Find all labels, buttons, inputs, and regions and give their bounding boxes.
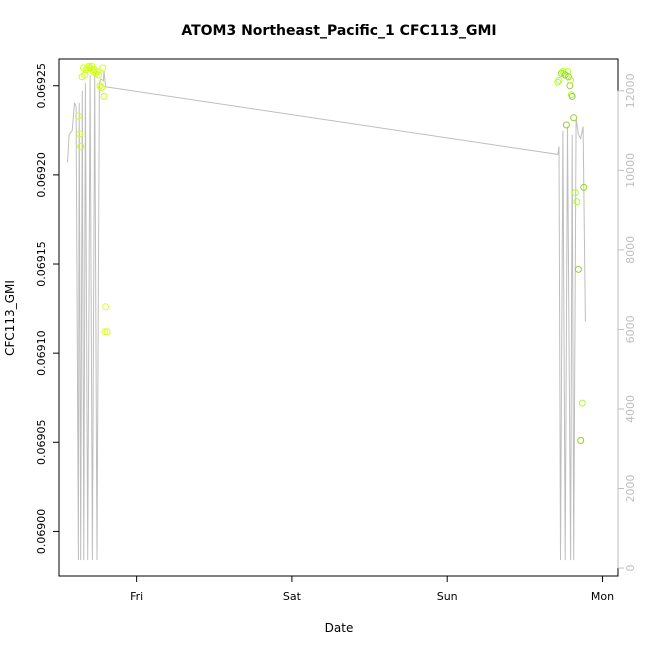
data-point — [554, 78, 562, 86]
data-point — [565, 73, 573, 81]
data-point — [580, 183, 588, 191]
altitude-line — [67, 70, 586, 561]
y-axis-left: 0.06900 0.06905 0.06910 0.06915 0.06920 0.069… — [35, 63, 60, 555]
plot-frame — [58, 58, 619, 577]
y2-tick-label: 0 — [624, 565, 637, 572]
data-point — [559, 68, 567, 75]
y2-tick-label: 12000 — [624, 73, 637, 108]
data-point — [555, 76, 563, 84]
data-point — [560, 69, 568, 77]
x-tick-label: Sat — [283, 590, 302, 603]
data-point — [561, 71, 569, 79]
data-point — [77, 142, 85, 150]
data-point — [574, 265, 582, 273]
data-point — [74, 112, 82, 120]
x-axis-label: Date — [325, 621, 354, 635]
y-axis-right: 0 2000 4000 6000 8000 10000 12000 — [617, 73, 637, 572]
data-point — [566, 82, 574, 90]
y-tick-label: 0.06915 — [35, 241, 48, 287]
data-point — [84, 64, 92, 72]
data-point — [562, 121, 570, 129]
data-point — [99, 64, 107, 72]
data-point — [97, 84, 105, 91]
data-point — [102, 303, 110, 311]
y-axis-label: CFC113_GMI — [3, 280, 17, 356]
data-point — [567, 76, 575, 84]
y-tick-label: 0.06910 — [35, 330, 48, 376]
x-tick-label: Mon — [591, 590, 614, 603]
points-layer — [74, 62, 588, 444]
data-point — [96, 82, 104, 90]
data-point — [568, 92, 576, 100]
data-point — [557, 69, 565, 77]
data-point — [578, 399, 586, 407]
y2-tick-label: 2000 — [624, 475, 637, 503]
y2-tick-label: 8000 — [624, 236, 637, 264]
y2-tick-label: 4000 — [624, 395, 637, 423]
data-point — [100, 92, 108, 100]
data-point — [93, 68, 101, 75]
x-tick-label: Fri — [130, 590, 143, 603]
data-point — [570, 114, 578, 122]
data-point — [95, 71, 103, 79]
y-tick-label: 0.06920 — [35, 152, 48, 198]
y-tick-label: 0.06925 — [35, 63, 48, 109]
y-tick-label: 0.06905 — [35, 420, 48, 466]
data-point — [573, 198, 581, 206]
y2-tick-label: 6000 — [624, 315, 637, 343]
data-point — [85, 62, 93, 70]
y-tick-label: 0.06900 — [35, 509, 48, 555]
data-point — [103, 328, 111, 336]
y2-tick-label: 10000 — [624, 153, 637, 188]
data-point — [571, 189, 579, 197]
data-point — [577, 437, 585, 444]
altitude-line-layer — [67, 70, 586, 561]
chart-title: ATOM3 Northeast_Pacific_1 CFC113_GMI — [181, 23, 496, 39]
x-tick-label: Sun — [437, 590, 458, 603]
data-point — [101, 328, 109, 336]
data-point — [564, 68, 571, 75]
data-point — [76, 130, 84, 138]
x-axis: Fri Sat Sun Mon — [130, 575, 614, 603]
